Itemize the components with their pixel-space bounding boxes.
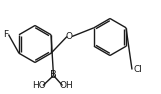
Text: O: O xyxy=(66,32,73,41)
Text: B: B xyxy=(50,70,57,80)
Text: Cl: Cl xyxy=(133,65,142,74)
Text: F: F xyxy=(3,30,8,39)
Text: HO: HO xyxy=(32,81,46,90)
Text: OH: OH xyxy=(60,81,73,90)
